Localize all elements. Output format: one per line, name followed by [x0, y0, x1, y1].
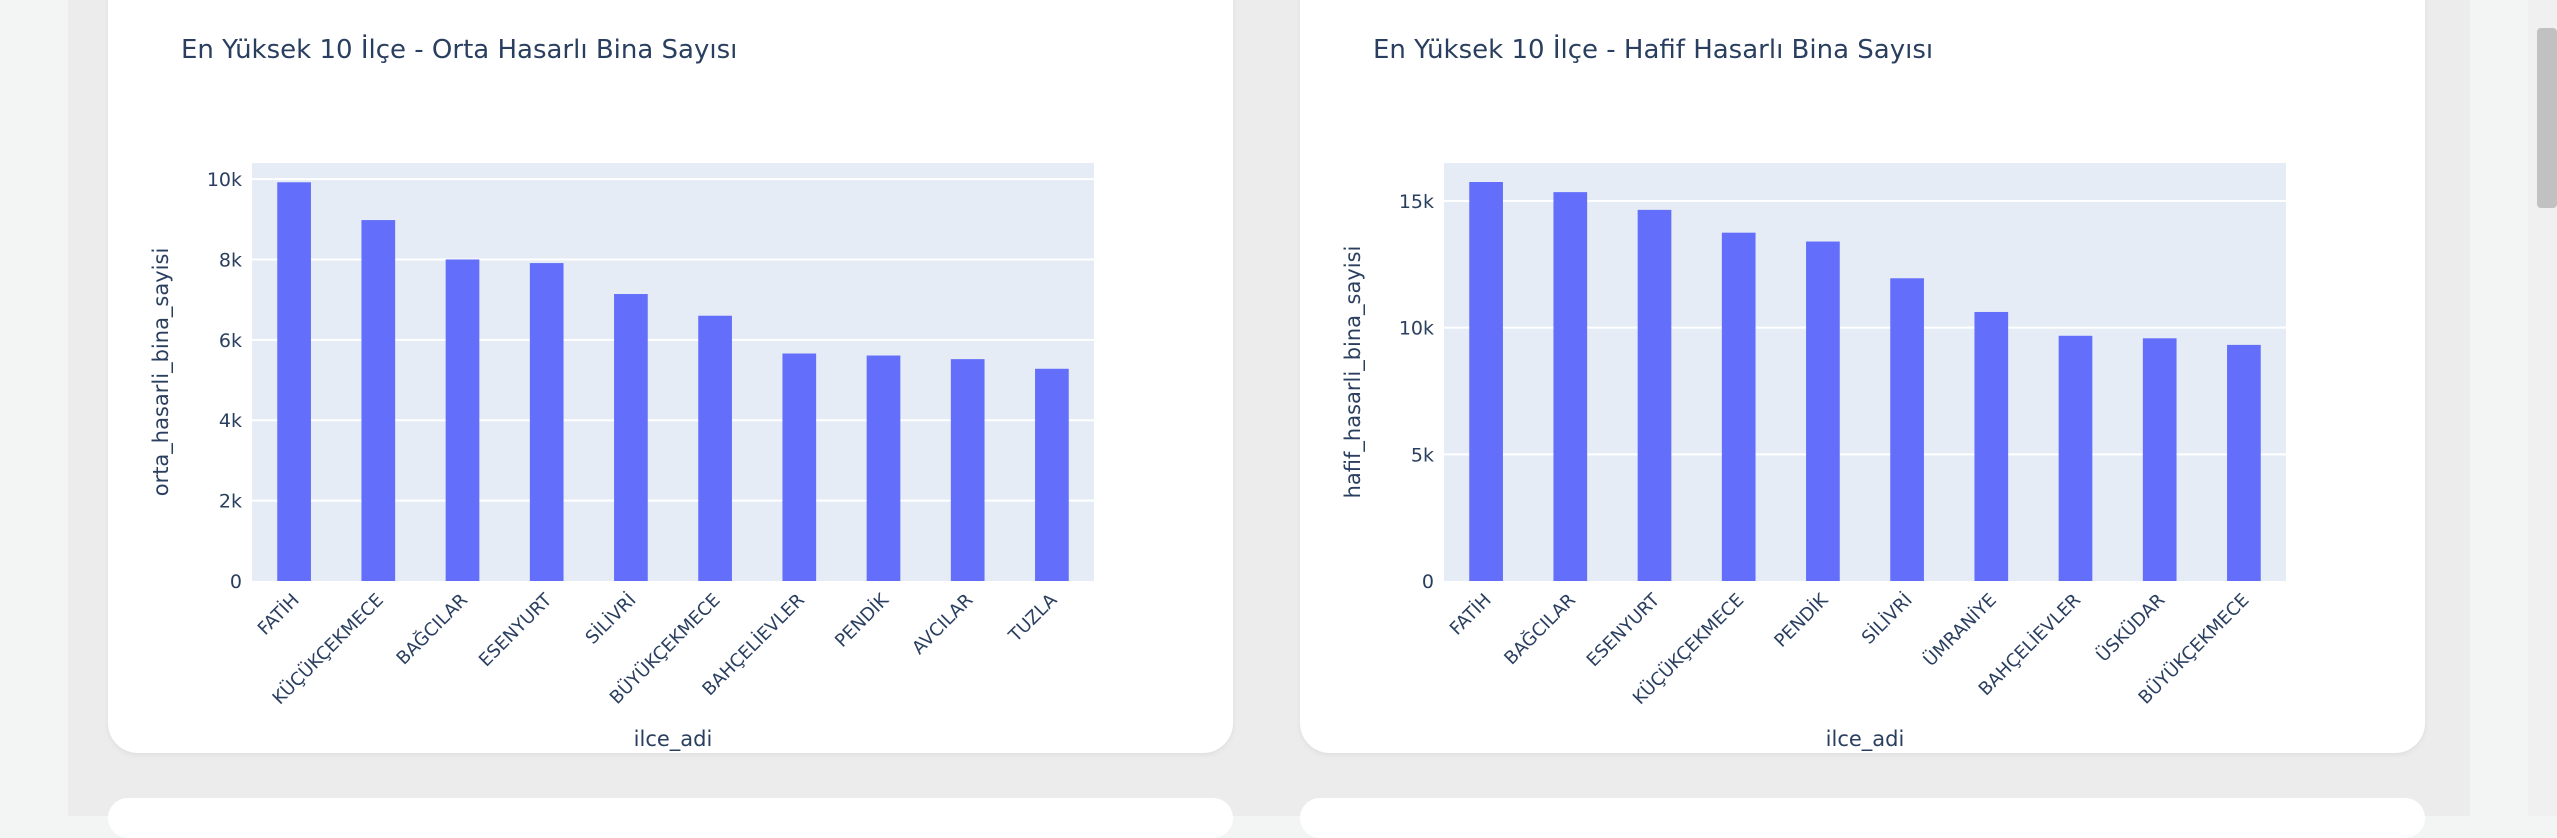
x-tick-label: BAĞCILAR [1500, 589, 1580, 669]
bar-bahçeli̇evler[interactable] [782, 353, 817, 581]
x-tick-label: PENDİK [1770, 589, 1833, 652]
y-tick-label: 10k [207, 169, 242, 191]
chart-title: En Yüksek 10 İlçe - Hafif Hasarlı Bina S… [1373, 33, 1933, 65]
y-tick-label: 5k [1411, 444, 1434, 466]
bar-chart-orta-hasarli: En Yüksek 10 İlçe - Orta Hasarlı Bina Sa… [149, 33, 1094, 752]
bar-bağcilar[interactable] [445, 259, 480, 581]
x-tick-label: ÜSKÜDAR [2092, 589, 2169, 666]
chart-title: En Yüksek 10 İlçe - Orta Hasarlı Bina Sa… [181, 33, 737, 65]
x-tick-label: ESENYURT [1583, 589, 1665, 671]
bar-esenyurt[interactable] [529, 263, 564, 581]
x-tick-label: ÜMRANİYE [1919, 589, 2001, 671]
bar-pendi̇k[interactable] [1806, 241, 1840, 581]
bar-büyükçekmece[interactable] [698, 315, 732, 581]
bar-pendi̇k[interactable] [866, 355, 901, 581]
chart-card-hafif-hasarli: En Yüksek 10 İlçe - Hafif Hasarlı Bina S… [1300, 0, 2425, 753]
y-tick-label: 15k [1399, 191, 1434, 213]
bar-si̇li̇vri̇[interactable] [1890, 278, 1924, 581]
y-axis-label: orta_hasarli_bina_sayisi [149, 248, 174, 497]
y-tick-label: 8k [219, 249, 242, 271]
x-tick-label: SİLİVRİ [582, 590, 641, 649]
x-tick-label: AVCILAR [908, 590, 977, 659]
x-tick-label: FATİH [254, 590, 304, 640]
y-axis-label: hafif_hasarli_bina_sayisi [1341, 246, 1366, 499]
x-tick-label: ESENYURT [475, 589, 557, 671]
bar-küçükçekmece[interactable] [361, 220, 396, 582]
bar-bahçeli̇evler[interactable] [2058, 335, 2093, 581]
bar-büyükçekmece[interactable] [2227, 344, 2261, 581]
x-tick-label: FATİH [1446, 590, 1496, 640]
x-tick-label: PENDİK [831, 589, 894, 652]
bar-ümrani̇ye[interactable] [1974, 311, 2009, 581]
bar-tuzla[interactable] [1035, 368, 1069, 581]
x-tick-label: BAĞCILAR [392, 589, 472, 669]
bar-avcilar[interactable] [950, 359, 985, 581]
x-tick-label: TUZLA [1004, 589, 1062, 647]
bar-fati̇h[interactable] [277, 182, 311, 582]
x-axis-label: ilce_adi [1826, 727, 1905, 752]
next-card-right [1300, 798, 2425, 838]
bar-si̇li̇vri̇[interactable] [614, 294, 648, 581]
y-tick-label: 6k [219, 330, 242, 352]
scrollbar-thumb[interactable] [2537, 28, 2557, 208]
y-tick-label: 4k [219, 410, 242, 432]
y-tick-label: 10k [1399, 318, 1434, 340]
bar-fati̇h[interactable] [1469, 182, 1503, 581]
x-axis-label: ilce_adi [634, 727, 713, 752]
y-tick-label: 0 [230, 571, 242, 593]
y-tick-label: 2k [219, 491, 242, 513]
bar-esenyurt[interactable] [1637, 209, 1672, 581]
bar-küçükçekmece[interactable] [1721, 232, 1756, 581]
x-tick-label: SİLİVRİ [1858, 590, 1917, 649]
next-card-left [108, 798, 1233, 838]
bar-chart-hafif-hasarli: En Yüksek 10 İlçe - Hafif Hasarlı Bina S… [1341, 33, 2286, 752]
y-tick-label: 0 [1422, 571, 1434, 593]
chart-card-orta-hasarli: En Yüksek 10 İlçe - Orta Hasarlı Bina Sa… [108, 0, 1233, 753]
bar-bağcilar[interactable] [1553, 192, 1588, 581]
bar-üsküdar[interactable] [2142, 338, 2177, 581]
